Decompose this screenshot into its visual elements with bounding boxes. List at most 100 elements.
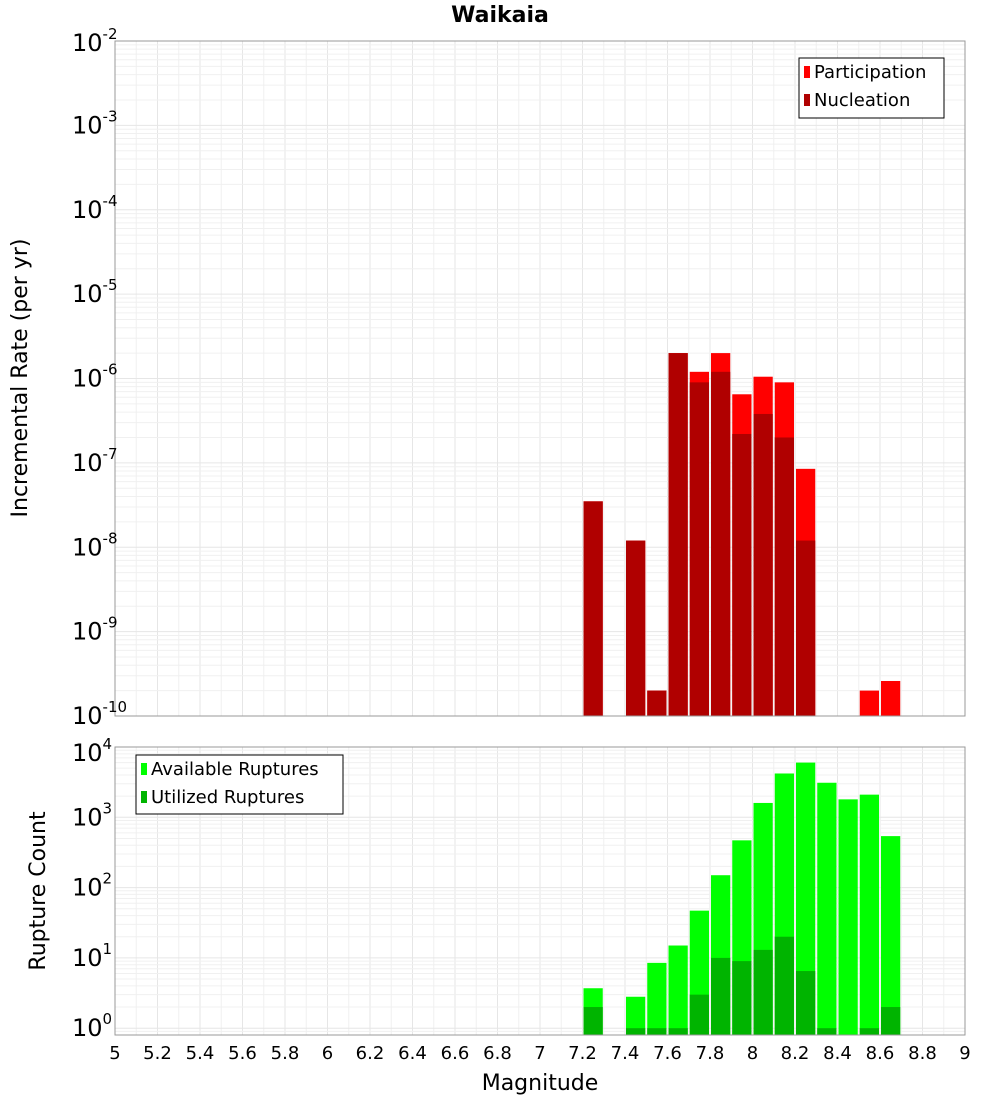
utilized-ruptures-bar bbox=[881, 1007, 901, 1035]
nucleation-bar bbox=[583, 501, 603, 716]
y-tick-label: 10-8 bbox=[72, 529, 118, 561]
rate-plot-frame bbox=[114, 40, 966, 717]
y-tick-exponent: -10 bbox=[103, 698, 128, 716]
nucleation-bar bbox=[711, 371, 731, 716]
x-tick-label: 8 bbox=[747, 1043, 758, 1064]
legend-swatch bbox=[141, 763, 147, 775]
x-tick-label: 7 bbox=[534, 1043, 545, 1064]
legend-swatch bbox=[804, 94, 810, 106]
x-tick-label: 7.2 bbox=[568, 1043, 597, 1064]
utilized-ruptures-bar bbox=[689, 994, 709, 1035]
x-tick-label: 6.8 bbox=[483, 1043, 512, 1064]
y-tick-exponent: 2 bbox=[103, 870, 113, 888]
rate-y-axis-label: Incremental Rate (per yr) bbox=[8, 239, 33, 518]
x-tick-label: 8.2 bbox=[781, 1043, 810, 1064]
y-tick-exponent: 1 bbox=[103, 940, 113, 958]
y-tick-exponent: -5 bbox=[103, 276, 118, 294]
y-tick-label: 102 bbox=[72, 870, 112, 902]
utilized-ruptures-bar bbox=[647, 1028, 667, 1035]
utilized-ruptures-bar bbox=[583, 1007, 603, 1035]
rate-bars bbox=[583, 353, 901, 716]
x-tick-label: 7.4 bbox=[611, 1043, 640, 1064]
count-plot-frame bbox=[114, 746, 966, 1036]
rate-gridlines bbox=[114, 40, 966, 717]
y-tick-label: 10-3 bbox=[72, 107, 118, 139]
utilized-ruptures-bar bbox=[774, 936, 794, 1035]
y-tick-exponent: -3 bbox=[103, 107, 118, 125]
x-tick-label: 6.2 bbox=[356, 1043, 385, 1064]
x-axis-label: Magnitude bbox=[482, 1071, 599, 1096]
legend-entry: Nucleation bbox=[814, 90, 910, 111]
y-tick-exponent: -2 bbox=[103, 25, 118, 43]
y-tick-label: 10-4 bbox=[72, 192, 118, 224]
rate-y-ticks: 10-2 10-3 10-4 10-5 10-6 10-7 10-8 10-9 10-10 bbox=[72, 25, 127, 730]
available-ruptures-bar bbox=[647, 962, 667, 1035]
available-ruptures-bar bbox=[796, 762, 816, 1035]
legend-entry: Utilized Ruptures bbox=[151, 787, 304, 808]
utilized-ruptures-bar bbox=[817, 1028, 837, 1035]
y-tick-label: 10-9 bbox=[72, 614, 118, 646]
available-ruptures-bar bbox=[817, 782, 837, 1035]
available-ruptures-bar bbox=[838, 799, 858, 1035]
x-tick-label: 5.4 bbox=[186, 1043, 215, 1064]
nucleation-bar bbox=[732, 433, 752, 716]
x-tick-label: 5.6 bbox=[228, 1043, 257, 1064]
y-tick-exponent: -6 bbox=[103, 361, 118, 379]
y-tick-label: 10-5 bbox=[72, 276, 118, 308]
x-tick-labels: 5 5.2 5.4 5.6 5.8 6 6.2 6.4 6.6 6.8 7 7.2 7.4 7.6 7.8 8… bbox=[109, 1043, 970, 1064]
legend-entry: Available Ruptures bbox=[151, 759, 319, 780]
available-ruptures-bar bbox=[668, 945, 688, 1035]
y-tick-exponent: -8 bbox=[103, 529, 118, 547]
available-ruptures-bar bbox=[859, 794, 879, 1035]
x-tick-label: 9 bbox=[959, 1043, 970, 1064]
utilized-ruptures-bar bbox=[753, 949, 773, 1035]
y-tick-label: 104 bbox=[72, 735, 112, 767]
y-tick-label: 101 bbox=[72, 940, 112, 972]
nucleation-bar bbox=[626, 540, 646, 716]
participation-bar bbox=[881, 680, 901, 716]
y-tick-exponent: -7 bbox=[103, 445, 118, 463]
legend-swatch bbox=[804, 66, 810, 78]
y-tick-label: 100 bbox=[72, 1010, 112, 1042]
x-tick-label: 6 bbox=[322, 1043, 333, 1064]
nucleation-bar bbox=[753, 413, 773, 716]
x-tick-label: 5 bbox=[109, 1043, 120, 1064]
available-ruptures-bar bbox=[881, 836, 901, 1035]
x-tick-label: 6.4 bbox=[398, 1043, 427, 1064]
y-tick-label: 10-6 bbox=[72, 361, 118, 393]
utilized-ruptures-bar bbox=[668, 1028, 688, 1035]
y-tick-exponent: 4 bbox=[103, 735, 113, 753]
y-tick-label: 103 bbox=[72, 799, 112, 831]
nucleation-bar bbox=[668, 353, 688, 716]
nucleation-bar bbox=[774, 437, 794, 716]
nucleation-bar bbox=[689, 382, 709, 716]
chart-title: Waikaia bbox=[451, 3, 549, 28]
x-tick-label: 6.6 bbox=[441, 1043, 470, 1064]
nucleation-bar bbox=[647, 690, 667, 716]
y-tick-label: 10-10 bbox=[72, 698, 127, 730]
participation-bar bbox=[859, 690, 879, 716]
rate-legend: Participation Nucleation bbox=[798, 57, 945, 119]
available-ruptures-bar bbox=[626, 996, 646, 1035]
x-tick-label: 8.4 bbox=[823, 1043, 852, 1064]
y-tick-label: 10-2 bbox=[72, 25, 118, 57]
x-tick-label: 8.8 bbox=[908, 1043, 937, 1064]
legend-box bbox=[135, 754, 344, 815]
utilized-ruptures-bar bbox=[711, 957, 731, 1035]
x-tick-label: 7.6 bbox=[653, 1043, 682, 1064]
x-tick-label: 5.2 bbox=[143, 1043, 172, 1064]
utilized-ruptures-bar bbox=[732, 961, 752, 1035]
count-bars bbox=[583, 762, 901, 1035]
x-tick-label: 8.6 bbox=[866, 1043, 895, 1064]
rate-panel: 10-2 10-3 10-4 10-5 10-6 10-7 10-8 10-9 10-10 In… bbox=[8, 25, 966, 730]
count-y-axis-label: Rupture Count bbox=[26, 811, 51, 971]
y-tick-exponent: 0 bbox=[103, 1010, 113, 1028]
utilized-ruptures-bar bbox=[796, 971, 816, 1035]
nucleation-bar bbox=[796, 540, 816, 716]
utilized-ruptures-bar bbox=[859, 1028, 879, 1035]
legend-box bbox=[798, 57, 945, 119]
y-tick-label: 10-7 bbox=[72, 445, 118, 477]
utilized-ruptures-bar bbox=[626, 1028, 646, 1035]
